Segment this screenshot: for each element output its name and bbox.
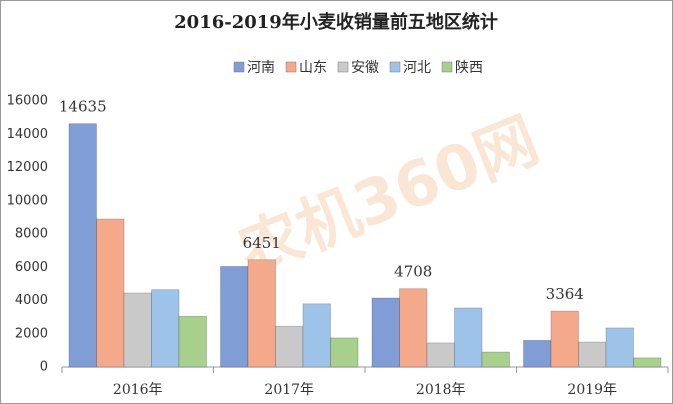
y-tick-label: 12000 (7, 160, 48, 175)
bar (330, 337, 359, 368)
x-tick-label: 2016年 (113, 382, 163, 398)
bar (371, 297, 400, 368)
bar (481, 351, 510, 368)
data-label: 6451 (243, 234, 281, 252)
bar (220, 266, 249, 368)
chart-title: 2016-2019年小麦收销量前五地区统计 (174, 11, 498, 33)
bar (605, 327, 634, 368)
bar (633, 357, 662, 368)
data-label: 3364 (546, 285, 584, 303)
legend-label: 安徽 (351, 60, 379, 76)
bar (550, 310, 579, 368)
bar (275, 325, 304, 368)
legend-label: 河南 (247, 60, 275, 76)
y-tick-label: 2000 (15, 326, 48, 341)
bar (454, 307, 483, 368)
legend-swatch (337, 61, 349, 73)
y-tick-label: 14000 (7, 127, 48, 142)
bar (247, 259, 276, 368)
legend-swatch (441, 61, 453, 73)
legend: 河南 山东 安徽 河北 陕西 (233, 60, 483, 76)
y-tick-label: 16000 (7, 94, 48, 109)
data-label: 14635 (59, 98, 107, 116)
legend-swatch (285, 61, 297, 73)
legend-label: 陕西 (455, 60, 483, 76)
y-tick-label: 6000 (15, 260, 48, 275)
bar (96, 218, 125, 368)
x-tick-label: 2017年 (264, 382, 314, 398)
y-tick-label: 10000 (7, 193, 48, 208)
y-tick-label: 0 (40, 360, 48, 375)
legend-label: 山东 (299, 60, 327, 76)
legend-label: 河北 (403, 60, 431, 76)
y-tick-label: 4000 (15, 293, 48, 308)
bar (302, 303, 331, 368)
legend-swatch (233, 61, 245, 73)
y-tick-label: 8000 (15, 227, 48, 242)
bar (399, 288, 428, 368)
bar (68, 123, 97, 368)
data-label: 4708 (394, 263, 432, 281)
x-tick-label: 2018年 (416, 382, 466, 398)
bar (123, 292, 152, 368)
bar (151, 289, 180, 368)
bar (426, 342, 455, 368)
legend-swatch (389, 61, 401, 73)
bar (523, 340, 552, 368)
bar (578, 341, 607, 368)
bar (178, 315, 207, 368)
x-tick-label: 2019年 (567, 382, 617, 398)
